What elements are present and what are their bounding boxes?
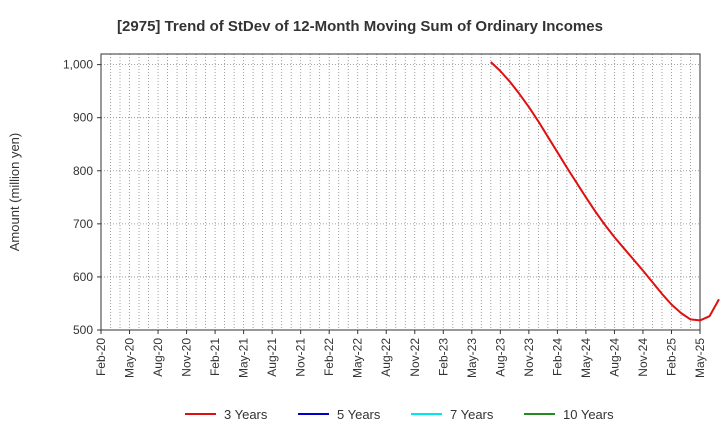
y-tick-label: 800 — [73, 164, 93, 178]
plot-frame — [100, 53, 701, 331]
y-tick-label: 1,000 — [63, 58, 93, 72]
chart-title: [2975] Trend of StDev of 12-Month Moving… — [117, 18, 603, 35]
x-tick-label: Aug-20 — [151, 338, 165, 377]
legend-label: 7 Years — [450, 407, 494, 422]
x-tick-label: Nov-21 — [294, 338, 308, 377]
y-axis-label: Amount (million yen) — [7, 133, 22, 252]
x-tick-label: May-21 — [237, 338, 251, 378]
x-tick-label: Aug-23 — [493, 338, 507, 377]
x-tick-label: May-23 — [465, 338, 479, 378]
x-tick-label: May-24 — [579, 338, 593, 378]
x-tick-label: May-20 — [123, 338, 137, 378]
legend-label: 5 Years — [337, 407, 381, 422]
x-tick-label: Nov-24 — [636, 338, 650, 377]
legend-label: 3 Years — [224, 407, 268, 422]
x-tick-label: May-25 — [693, 338, 707, 378]
y-tick-label: 900 — [73, 111, 93, 125]
grid — [101, 54, 700, 331]
series-line-3-years — [490, 61, 720, 322]
y-tick-label: 600 — [73, 270, 93, 284]
x-tick-label: Feb-23 — [436, 338, 450, 376]
x-tick-label: Nov-22 — [408, 338, 422, 377]
series-layer — [490, 61, 720, 322]
legend: 3 Years 5 Years 7 Years 10 Years — [185, 407, 614, 422]
x-tick-label: Feb-25 — [664, 338, 678, 376]
x-tick-label: Aug-24 — [607, 338, 621, 377]
x-tick-label: Aug-22 — [379, 338, 393, 377]
y-tick-label: 500 — [73, 323, 93, 337]
x-tick-label: May-22 — [351, 338, 365, 378]
x-tick-label: Nov-20 — [180, 338, 194, 377]
x-ticks: Feb-20 May-20 Aug-20 Nov-20 Feb-21 May-21 Aug-… — [94, 330, 707, 378]
x-tick-label: Feb-20 — [94, 338, 108, 376]
y-ticks: 500 600 700 800 900 1,000 — [63, 58, 101, 337]
y-tick-label: 700 — [73, 217, 93, 231]
legend-label: 10 Years — [563, 407, 614, 422]
x-tick-label: Nov-23 — [522, 338, 536, 377]
x-tick-label: Aug-21 — [265, 338, 279, 377]
x-tick-label: Feb-21 — [208, 338, 222, 376]
x-tick-label: Feb-22 — [322, 338, 336, 376]
x-tick-label: Feb-24 — [550, 338, 564, 376]
